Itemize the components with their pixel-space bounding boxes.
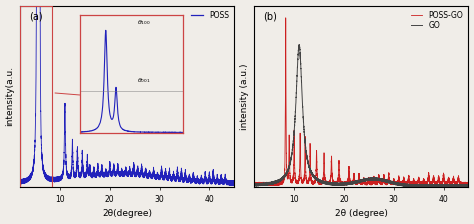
Line: GO: GO [255,45,468,187]
POSS-GO [388,182,393,185]
POSS-GO [329,168,335,170]
POSS-GO [410,182,416,185]
Legend: POSS-GO, GO: POSS-GO, GO [409,9,465,31]
Y-axis label: intensity (a.u.): intensity (a.u.) [240,63,249,130]
POSS-GO [252,184,257,187]
GO [465,184,471,186]
GO [296,43,302,46]
Bar [20,6,53,187]
Legend: POSS: POSS [190,9,230,22]
POSS-GO [465,183,471,185]
Text: (a): (a) [28,11,42,21]
X-axis label: 2θ(degree): 2θ(degree) [102,209,152,218]
GO [378,178,384,180]
GO [262,183,268,186]
GO [388,181,393,184]
GO [410,183,416,186]
X-axis label: 2θ (degree): 2θ (degree) [335,209,388,218]
POSS-GO [283,17,289,19]
Text: (b): (b) [263,11,277,21]
POSS-GO [378,181,384,183]
GO [465,186,471,189]
Y-axis label: intensity(a.u.: intensity(a.u. [6,66,15,127]
Line: POSS-GO: POSS-GO [255,18,468,185]
POSS-GO [262,183,268,186]
GO [329,182,335,184]
GO [422,186,428,188]
POSS-GO [422,180,428,183]
POSS-GO [259,184,265,187]
GO [252,182,257,185]
